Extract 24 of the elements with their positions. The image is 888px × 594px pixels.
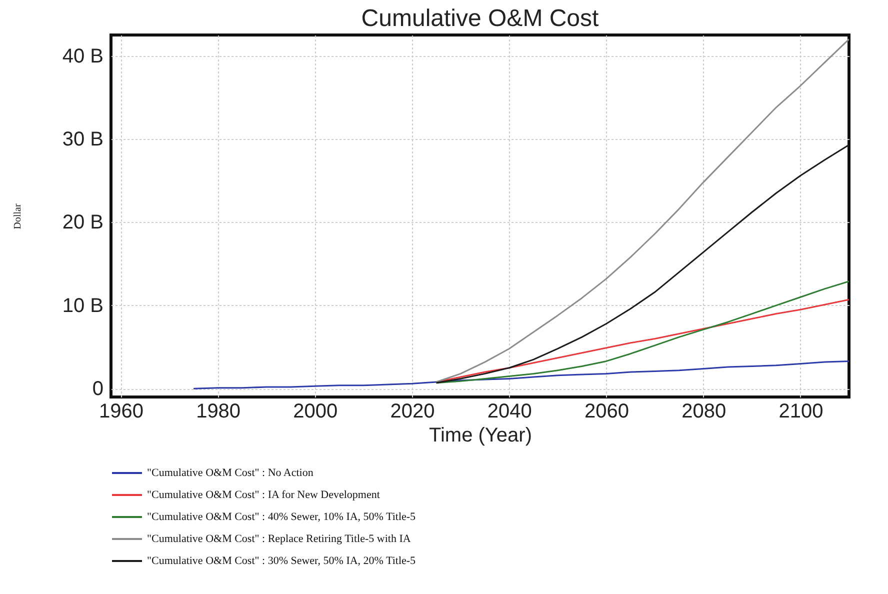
legend-label: "Cumulative O&M Cost" : Replace Retiring Title-5 with IA [147,533,411,545]
x-tick-label: 2060 [584,400,629,422]
x-axis-title: Time (Year) [429,424,532,446]
chart-title: Cumulative O&M Cost [361,5,600,32]
x-tick-label: 1960 [98,400,144,422]
x-tick-label: 2020 [390,400,435,422]
x-tick-label: 1980 [196,400,241,422]
y-tick-label: 30 B [62,128,104,151]
legend-label: "Cumulative O&M Cost" : IA for New Development [147,489,380,501]
y-tick-label: 40 B [62,45,104,68]
x-tick-label: 2000 [293,400,338,422]
x-tick-label: 2080 [682,400,726,422]
y-axis-title: Dollar [12,203,24,230]
line-series [436,280,849,384]
legend-label: "Cumulative O&M Cost" : No Action [147,467,314,479]
y-tick-label: 10 B [62,294,104,317]
line-series [436,38,849,383]
line-series [192,360,849,390]
legend-label: "Cumulative O&M Cost" : 30% Sewer, 50% IA, 20% Title-5 [147,555,416,567]
x-tick-label: 2040 [487,400,532,422]
y-tick-label: 20 B [62,212,104,234]
y-tick-label: 0 [92,378,104,400]
legend-label: "Cumulative O&M Cost" : 40% Sewer, 10% IA, 50% Title-5 [147,511,416,523]
x-tick-label: 2100 [778,400,824,422]
